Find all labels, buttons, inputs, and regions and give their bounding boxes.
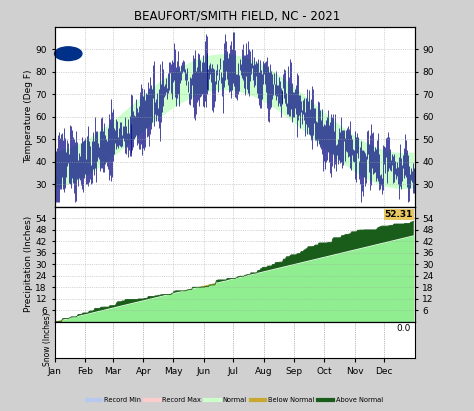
Circle shape — [55, 47, 82, 60]
Y-axis label: Snow (Inches): Snow (Inches) — [43, 313, 52, 366]
Text: 52.31: 52.31 — [384, 210, 413, 219]
Y-axis label: Precipitation (Inches): Precipitation (Inches) — [24, 216, 33, 312]
Legend: Record Min, Record Max, Normal, Below Normal, Above Normal: Record Min, Record Max, Normal, Below No… — [84, 394, 385, 406]
Y-axis label: Temperature (Deg F): Temperature (Deg F) — [24, 70, 33, 163]
Text: 0.0: 0.0 — [397, 325, 411, 333]
Text: BEAUFORT/SMITH FIELD, NC - 2021: BEAUFORT/SMITH FIELD, NC - 2021 — [134, 9, 340, 22]
